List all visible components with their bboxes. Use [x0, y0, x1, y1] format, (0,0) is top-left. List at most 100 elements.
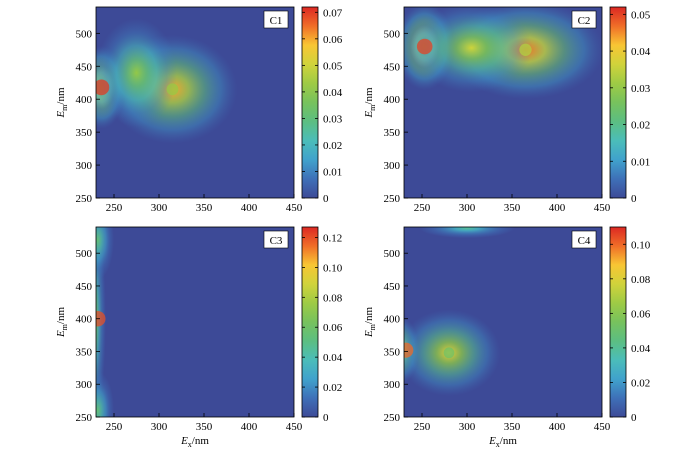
x-tick-label: 300 — [151, 202, 168, 214]
plot-frame — [403, 6, 603, 199]
colorbar-tick-label: 0.02 — [631, 120, 650, 132]
y-tick-label: 500 — [384, 28, 401, 40]
colorbar-tick-label: 0.04 — [631, 343, 651, 355]
x-tick-label: 350 — [504, 421, 521, 433]
y-tick-label: 350 — [76, 346, 93, 358]
y-tick-label: 350 — [384, 127, 401, 139]
colorbar-tick-label: 0 — [323, 193, 329, 205]
colorbar-tick-label: 0.01 — [323, 166, 342, 178]
peak-marker — [416, 38, 433, 55]
y-tick-label: 400 — [76, 314, 93, 326]
panel-c1: 250 300 350 400 450 250 300 350 400 450 500 C1 Em/nm… — [55, 6, 343, 214]
x-tick-label: 450 — [594, 421, 611, 433]
colorbar: 0 0.02 0.04 0.06 0.08 0.10 — [609, 226, 651, 424]
colorbar-tick-label: 0.02 — [631, 377, 650, 389]
colorbar: 0 0.01 0.02 0.03 0.04 0.05 0.06 0.07 — [301, 6, 343, 205]
y-tick-label: 350 — [384, 346, 401, 358]
peak-marker — [443, 347, 455, 359]
peak-marker — [96, 311, 106, 327]
colorbar-scale — [609, 226, 627, 418]
x-axis-title: Ex/nm — [488, 435, 517, 449]
colorbar-tick-label: 0.05 — [323, 60, 343, 72]
x-tick-label: 300 — [459, 202, 476, 214]
panel-c3: 250 300 350 400 450 250 300 350 400 450 500 C3 Ex/nm… — [55, 226, 343, 449]
colorbar-tick-label: 0.04 — [323, 352, 343, 364]
y-tick-label: 400 — [384, 314, 401, 326]
svg-text:C1: C1 — [270, 15, 283, 27]
colorbar-tick-label: 0.12 — [323, 232, 342, 244]
x-tick-label: 250 — [106, 421, 123, 433]
y-tick-label: 400 — [384, 94, 401, 106]
y-tick-label: 350 — [76, 127, 93, 139]
plot-background — [96, 227, 294, 417]
colorbar-tick-label: 0.10 — [323, 262, 343, 274]
x-tick-label: 250 — [414, 421, 431, 433]
y-tick-label: 450 — [76, 281, 93, 293]
x-tick-label: 350 — [196, 421, 213, 433]
colorbar-tick-label: 0.10 — [631, 239, 651, 251]
panel-label: C1 — [263, 10, 289, 29]
plot-frame — [95, 226, 295, 418]
y-tick-label: 300 — [76, 160, 93, 172]
x-tick-label: 250 — [414, 202, 431, 214]
intensity-region — [419, 227, 515, 239]
colorbar-tick-label: 0.02 — [323, 382, 342, 394]
y-tick-label: 250 — [76, 193, 93, 205]
peak-marker — [404, 342, 414, 358]
y-tick-label: 400 — [76, 94, 93, 106]
y-tick-label: 250 — [384, 193, 401, 205]
plot-frame — [95, 6, 295, 199]
colorbar-tick-label: 0.06 — [323, 322, 343, 334]
y-tick-label: 500 — [76, 28, 93, 40]
colorbar-tick-label: 0.04 — [323, 87, 343, 99]
y-tick-label: 300 — [76, 379, 93, 391]
x-tick-label: 400 — [241, 202, 258, 214]
colorbar: 0 0.02 0.04 0.06 0.08 0.10 0.12 — [301, 226, 343, 424]
panel-c4: 250 300 350 400 450 250 300 350 400 450 500 C4 Ex/nm… — [363, 226, 651, 449]
x-tick-label: 450 — [286, 202, 303, 214]
x-tick-label: 300 — [459, 421, 476, 433]
colorbar-tick-label: 0.05 — [631, 9, 651, 21]
peak-marker — [519, 43, 532, 56]
colorbar-tick-label: 0 — [631, 193, 637, 205]
colorbar-tick-label: 0.03 — [631, 83, 651, 95]
panel-label: C4 — [571, 230, 597, 249]
panel-c2: 250 300 350 400 450 250 300 350 400 450 500 C2 Em/nm… — [363, 6, 651, 214]
intensity-region — [410, 7, 533, 93]
panel-label: C3 — [263, 230, 289, 249]
colorbar-tick-label: 0.04 — [631, 46, 651, 58]
plot-frame — [403, 226, 603, 418]
peak-marker — [96, 79, 110, 96]
y-tick-label: 300 — [384, 160, 401, 172]
colorbar-tick-label: 0 — [631, 412, 637, 424]
y-tick-label: 450 — [76, 61, 93, 73]
y-tick-label: 250 — [76, 412, 93, 424]
colorbar-scale — [609, 6, 627, 199]
x-tick-label: 350 — [504, 202, 521, 214]
x-axis-title: Ex/nm — [180, 435, 209, 449]
y-tick-label: 300 — [384, 379, 401, 391]
colorbar-tick-label: 0.06 — [631, 308, 651, 320]
y-tick-label: 250 — [384, 412, 401, 424]
y-tick-label: 450 — [384, 281, 401, 293]
x-tick-label: 400 — [549, 202, 566, 214]
colorbar-tick-label: 0.03 — [323, 113, 343, 125]
colorbar-tick-label: 0.01 — [631, 156, 650, 168]
colorbar: 0 0.01 0.02 0.03 0.04 0.05 — [609, 6, 651, 205]
svg-text:C2: C2 — [578, 15, 591, 27]
y-axis-title: Em/nm — [363, 87, 377, 119]
colorbar-scale — [301, 226, 319, 418]
y-axis-title: Em/nm — [55, 87, 69, 119]
x-tick-label: 400 — [549, 421, 566, 433]
x-tick-label: 450 — [594, 202, 611, 214]
x-tick-label: 300 — [151, 421, 168, 433]
y-axis-title: Em/nm — [363, 307, 377, 339]
intensity-region — [96, 18, 177, 128]
svg-text:C4: C4 — [578, 235, 591, 247]
intensity-region — [96, 371, 114, 417]
peak-marker — [166, 83, 179, 96]
colorbar-tick-label: 0.06 — [323, 34, 343, 46]
x-tick-label: 350 — [196, 202, 213, 214]
colorbar-tick-label: 0.08 — [631, 274, 651, 286]
